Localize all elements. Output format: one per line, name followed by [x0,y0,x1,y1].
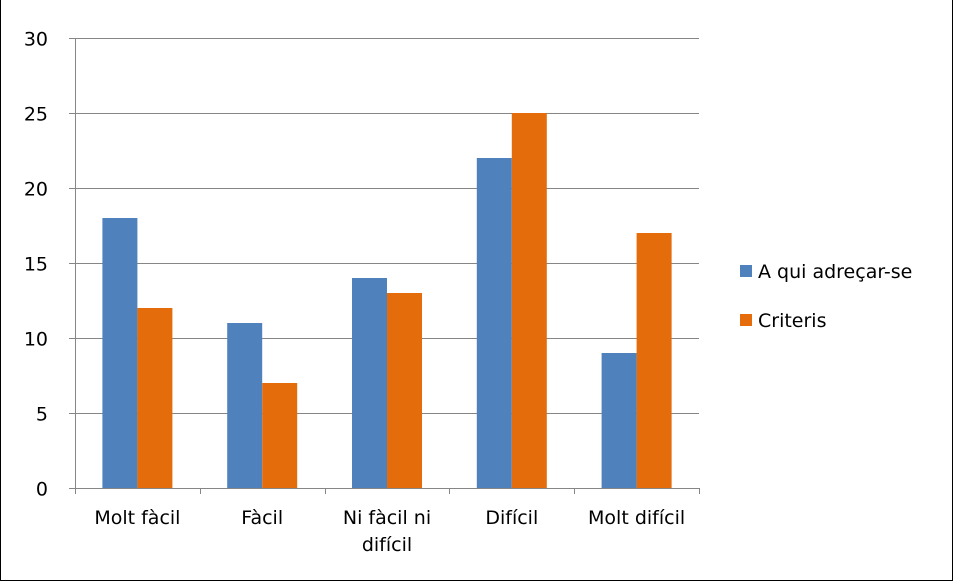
y-tick-label: 15 [24,254,48,276]
x-tick-label: Fàcil [241,507,283,529]
y-tick-label: 30 [24,29,48,51]
bar-series-1 [476,158,512,488]
bar-series-1 [227,323,263,488]
axes [69,38,700,494]
y-tick-label: 0 [36,479,48,501]
legend-label: Criteris [758,310,827,332]
y-tick-label: 25 [24,104,48,126]
tick-labels: 0 5 10 15 20 25 30 Molt fàcil Fàcil Ni fàcil ni di… [24,29,685,557]
gridlines [75,38,699,414]
bar-series-2 [262,383,298,488]
legend-swatch [740,314,752,326]
x-tick-label: Difícil [485,507,538,529]
legend: A qui adreçar-se Criteris [740,261,912,332]
bar-series-1 [102,218,138,488]
bar-series-2 [387,293,422,488]
bar-series-1 [601,353,637,488]
bar-series-2 [636,233,672,488]
legend-label: A qui adreçar-se [758,261,912,283]
y-tick-label: 5 [36,404,48,426]
x-tick-label: Molt difícil [588,507,685,529]
legend-swatch [740,265,752,277]
x-tick-label: Ni fàcil ni difícil [343,507,431,556]
bar-series-1 [352,278,387,488]
y-tick-label: 20 [24,179,48,201]
bar-series-2 [511,113,547,488]
y-tick-label: 10 [24,329,48,351]
bar-series-2 [137,308,173,488]
bars [102,113,672,488]
x-tick-label: Molt fàcil [94,507,180,529]
